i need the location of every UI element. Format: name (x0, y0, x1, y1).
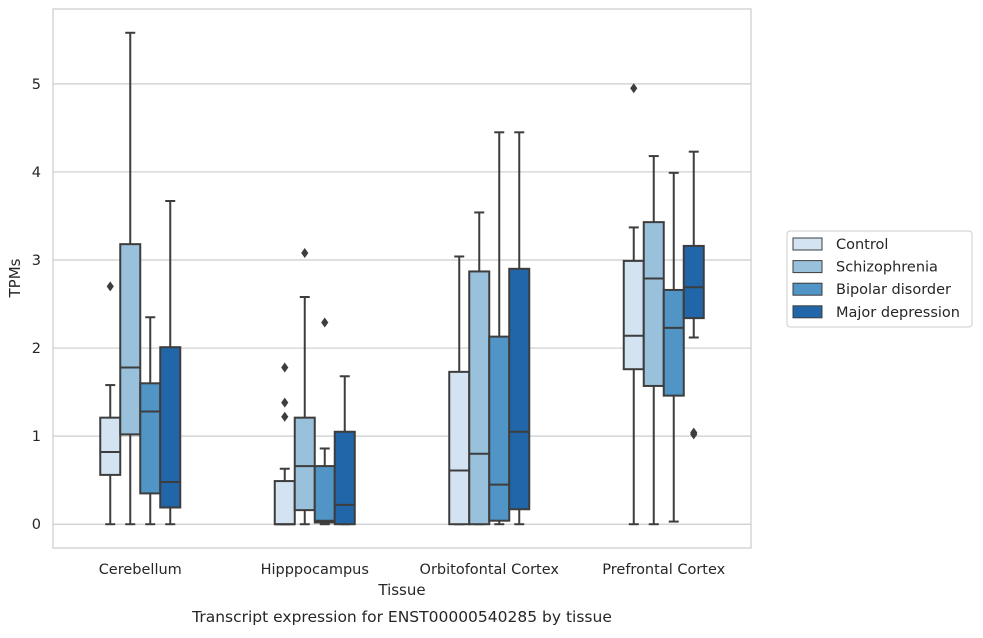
y-tick-label: 2 (32, 341, 41, 357)
box-iqr (119, 243, 142, 436)
box-control (448, 255, 471, 526)
box-iqr (99, 416, 122, 476)
box-bipolar-disorder (139, 316, 162, 526)
box-schizophrenia (293, 247, 316, 526)
legend-label: Bipolar disorder (836, 282, 951, 298)
x-tick-label: Orbitofontal Cortex (420, 562, 560, 578)
outlier-marker (281, 397, 289, 408)
legend-frame (786, 230, 973, 328)
legend: Control Schizophrenia Bipolar disorder Majo… (786, 230, 973, 328)
y-tick-label: 4 (32, 165, 41, 181)
x-tick-label: Hipppocampus (261, 562, 369, 578)
outlier-marker (630, 83, 638, 94)
box-iqr (139, 382, 162, 495)
box-schizophrenia (642, 155, 665, 526)
legend-swatch (792, 260, 823, 274)
x-tick-label: Prefrontal Cortex (602, 562, 725, 578)
y-tick-label: 1 (32, 429, 41, 445)
legend-label: Control (836, 237, 888, 253)
y-tick-label: 5 (32, 77, 41, 93)
legend-label: Major depression (836, 305, 960, 321)
legend-label: Schizophrenia (836, 260, 938, 276)
outlier-marker (301, 247, 309, 258)
y-tick-label: 3 (32, 253, 41, 269)
box-major-depression (159, 199, 182, 526)
box-bipolar-disorder (313, 317, 336, 526)
box-iqr (622, 259, 645, 371)
box-control (99, 281, 122, 526)
outlier-marker (106, 281, 114, 292)
y-tick-labels: 0 1 2 3 4 5 (32, 77, 41, 533)
box-bipolar-disorder (662, 171, 685, 523)
box-major-depression (333, 375, 356, 526)
y-axis-label: TPMs (6, 258, 24, 298)
box-schizophrenia (468, 211, 491, 526)
x-tick-labels: Cerebellum Hipppocampus Orbitofontal Corte… (99, 562, 726, 578)
outlier-marker (281, 362, 289, 373)
box-major-depression (508, 131, 531, 526)
x-axis-label: Tissue (377, 581, 425, 599)
box-iqr (508, 267, 531, 511)
box-iqr (273, 480, 296, 526)
box-schizophrenia (119, 31, 142, 526)
box-iqr (468, 270, 491, 526)
box-iqr (682, 244, 705, 320)
outlier-marker (281, 411, 289, 422)
box-iqr (662, 288, 685, 397)
box-iqr (448, 370, 471, 526)
legend-swatch (792, 282, 823, 296)
chart-title: Transcript expression for ENST0000054028… (191, 608, 612, 626)
box-iqr (159, 346, 182, 509)
box-iqr (293, 416, 316, 512)
legend-swatch (792, 237, 823, 251)
outlier-marker (321, 317, 329, 328)
y-tick-label: 0 (32, 517, 41, 533)
box-major-depression (682, 150, 705, 440)
plot-frame (52, 8, 752, 549)
box-iqr (333, 430, 356, 526)
box-bipolar-disorder (488, 131, 511, 526)
legend-swatch (792, 305, 823, 319)
box-iqr (313, 465, 336, 524)
boxes (99, 31, 705, 526)
box-iqr (642, 221, 665, 387)
x-tick-label: Cerebellum (99, 562, 182, 578)
outlier-marker (690, 427, 698, 438)
box-control (622, 83, 645, 526)
box-control (273, 362, 296, 526)
box-iqr (488, 335, 511, 522)
